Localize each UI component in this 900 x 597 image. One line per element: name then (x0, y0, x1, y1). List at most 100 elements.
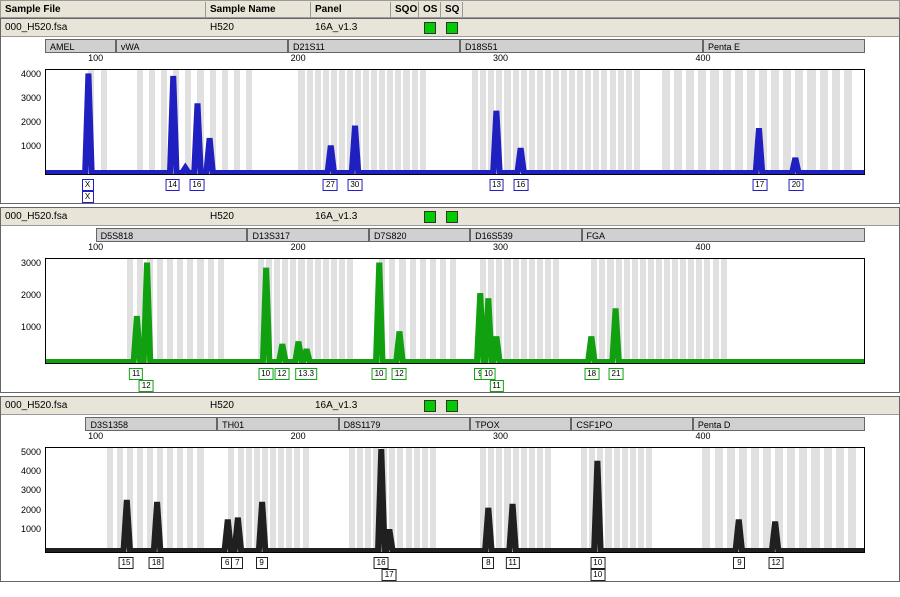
allele-call[interactable]: 12 (392, 368, 407, 380)
loci-row: AMELvWAD21S11D18S51Penta E (45, 37, 865, 53)
allele-call[interactable]: 15 (119, 557, 134, 569)
loci-row: D3S1358TH01D8S1179TPOXCSF1POPenta D (45, 415, 865, 431)
allele-call[interactable]: 10 (258, 368, 273, 380)
x-tick: 200 (291, 242, 306, 252)
electropherogram-plot[interactable] (45, 69, 865, 175)
electropherogram-panel: 000_H520.fsaH52016A_v1.3AMELvWAD21S11D18… (0, 18, 900, 204)
quality-indicator-icon (446, 22, 458, 34)
electropherogram-panel: 000_H520.fsaH52016A_v1.3D5S818D13S317D7S… (0, 207, 900, 393)
allele-call[interactable]: 18 (149, 557, 164, 569)
y-tick: 5000 (21, 447, 41, 457)
locus-label[interactable]: D18S51 (460, 39, 703, 53)
locus-label[interactable]: D16S539 (470, 228, 581, 242)
locus-label[interactable]: TPOX (470, 417, 571, 431)
y-tick: 2000 (21, 505, 41, 515)
panel-os (419, 22, 441, 34)
allele-call[interactable]: 11 (129, 368, 143, 380)
y-axis: 300020001000 (5, 258, 45, 364)
panel-os (419, 400, 441, 412)
allele-call[interactable]: 17 (382, 569, 397, 581)
locus-label[interactable]: TH01 (217, 417, 338, 431)
col-os: OS (419, 2, 441, 17)
locus-label[interactable]: D21S11 (288, 39, 460, 53)
trace-line (46, 74, 864, 173)
x-tick: 100 (88, 242, 103, 252)
panel-panel: 16A_v1.3 (311, 398, 391, 413)
allele-call[interactable]: 16 (513, 179, 528, 191)
panel-sq (441, 400, 463, 412)
y-tick: 2000 (21, 290, 41, 300)
trace-svg (46, 448, 864, 552)
allele-call[interactable]: 30 (347, 179, 362, 191)
trace-svg (46, 70, 864, 174)
locus-label[interactable]: D13S317 (247, 228, 368, 242)
allele-call[interactable]: X (82, 179, 94, 191)
allele-call[interactable]: 10 (372, 368, 387, 380)
trace-line (46, 449, 864, 551)
x-tick: 400 (696, 53, 711, 63)
locus-label[interactable]: vWA (116, 39, 288, 53)
electropherogram-plot[interactable] (45, 447, 865, 553)
locus-label[interactable]: Penta D (693, 417, 865, 431)
allele-call[interactable]: 12 (768, 557, 783, 569)
col-sample-file: Sample File (1, 2, 206, 17)
allele-call[interactable]: 9 (256, 557, 268, 569)
allele-call[interactable]: 18 (584, 368, 599, 380)
y-tick: 1000 (21, 524, 41, 534)
col-sqo: SQO (391, 2, 419, 17)
allele-call[interactable]: 17 (752, 179, 767, 191)
x-axis: 100200300400 (45, 431, 865, 445)
x-tick: 100 (88, 431, 103, 441)
allele-call[interactable]: 11 (506, 557, 520, 569)
x-tick: 400 (696, 242, 711, 252)
allele-call[interactable]: X (82, 191, 94, 203)
locus-label[interactable]: CSF1PO (571, 417, 692, 431)
chart-area: 50004000300020001000 (1, 445, 899, 557)
loci-row: D5S818D13S317D7S820D16S539FGA (45, 226, 865, 242)
allele-call[interactable]: 21 (609, 368, 624, 380)
allele-call[interactable]: 7 (231, 557, 243, 569)
allele-call[interactable]: 10 (590, 569, 605, 581)
col-sample-name: Sample Name (206, 2, 311, 17)
locus-label[interactable]: Penta E (703, 39, 865, 53)
allele-labels-row: 151867916178111010912 (45, 557, 865, 581)
panel-sqo (391, 215, 419, 219)
allele-call[interactable]: 16 (374, 557, 389, 569)
col-panel: Panel (311, 2, 391, 17)
allele-call[interactable]: 13 (489, 179, 504, 191)
y-tick: 1000 (21, 322, 41, 332)
locus-label[interactable]: D3S1358 (85, 417, 217, 431)
panel-os (419, 211, 441, 223)
panel-sq (441, 22, 463, 34)
quality-indicator-icon (446, 400, 458, 412)
x-axis: 100200300400 (45, 242, 865, 256)
chart-area: 300020001000 (1, 256, 899, 368)
locus-label[interactable]: D7S820 (369, 228, 470, 242)
allele-call[interactable]: 13.3 (295, 368, 317, 380)
allele-call[interactable]: 12 (274, 368, 289, 380)
allele-call[interactable]: 9 (733, 557, 745, 569)
x-tick: 100 (88, 53, 103, 63)
allele-call[interactable]: 10 (590, 557, 605, 569)
electropherogram-plot[interactable] (45, 258, 865, 364)
panel-panel: 16A_v1.3 (311, 20, 391, 35)
y-tick: 4000 (21, 69, 41, 79)
quality-indicator-icon (424, 22, 436, 34)
panel-file: 000_H520.fsa (1, 398, 206, 413)
locus-label[interactable]: FGA (582, 228, 865, 242)
allele-call[interactable]: 16 (189, 179, 204, 191)
panel-file: 000_H520.fsa (1, 20, 206, 35)
allele-call[interactable]: 20 (789, 179, 804, 191)
allele-labels-row: 1112101213.31012910111821 (45, 368, 865, 392)
x-tick: 400 (696, 431, 711, 441)
allele-call[interactable]: 11 (489, 380, 503, 392)
allele-call[interactable]: 12 (139, 380, 154, 392)
allele-call[interactable]: 8 (482, 557, 494, 569)
allele-call[interactable]: 27 (323, 179, 338, 191)
allele-call[interactable]: 14 (165, 179, 180, 191)
locus-label[interactable]: D8S1179 (339, 417, 471, 431)
locus-label[interactable]: AMEL (45, 39, 116, 53)
allele-call[interactable]: 10 (481, 368, 496, 380)
panel-header: 000_H520.fsaH52016A_v1.3 (1, 397, 899, 415)
locus-label[interactable]: D5S818 (96, 228, 248, 242)
